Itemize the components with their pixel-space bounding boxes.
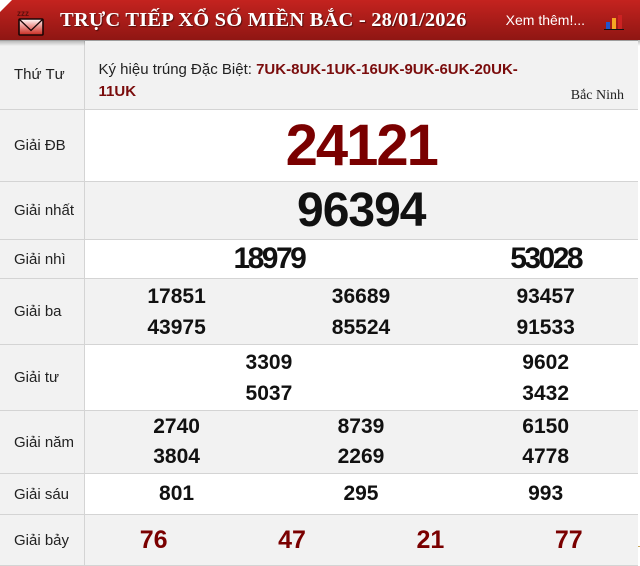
svg-text:zzz: zzz <box>17 9 29 18</box>
